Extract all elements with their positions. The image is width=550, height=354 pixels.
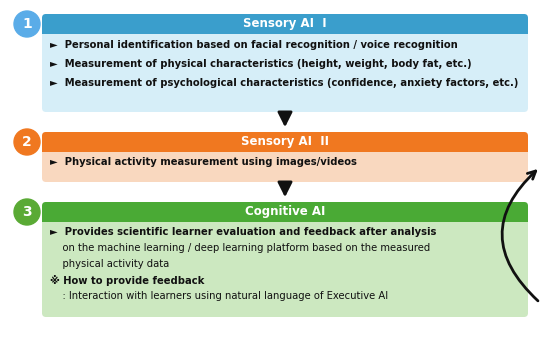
FancyBboxPatch shape [42,132,528,182]
Circle shape [14,199,40,225]
Text: ►  Physical activity measurement using images/videos: ► Physical activity measurement using im… [50,157,357,167]
Bar [42,142,528,152]
FancyBboxPatch shape [42,14,528,34]
Text: 1: 1 [22,17,32,31]
Text: ►  Provides scientific learner evaluation and feedback after analysis: ► Provides scientific learner evaluation… [50,227,436,237]
Text: ►  Measurement of physical characteristics (height, weight, body fat, etc.): ► Measurement of physical characteristic… [50,59,472,69]
Circle shape [14,129,40,155]
Bar [42,212,528,222]
Text: ►  Measurement of psychological characteristics (confidence, anxiety factors, et: ► Measurement of psychological character… [50,78,518,88]
FancyBboxPatch shape [42,202,528,222]
FancyBboxPatch shape [42,14,528,112]
Text: on the machine learning / deep learning platform based on the measured: on the machine learning / deep learning … [50,243,430,253]
Text: Cognitive AI: Cognitive AI [245,206,325,218]
FancyBboxPatch shape [42,132,528,152]
Text: 3: 3 [22,205,32,219]
Text: Sensory AI  I: Sensory AI I [243,17,327,30]
Text: ►  Personal identification based on facial recognition / voice recognition: ► Personal identification based on facia… [50,40,458,50]
Text: Sensory AI  II: Sensory AI II [241,136,329,148]
Bar [42,24,528,34]
FancyArrowPatch shape [502,171,538,301]
Circle shape [14,11,40,37]
FancyBboxPatch shape [42,202,528,317]
Text: 2: 2 [22,135,32,149]
Text: ※ How to provide feedback: ※ How to provide feedback [50,275,205,286]
Text: physical activity data: physical activity data [50,259,169,269]
Text: : Interaction with learners using natural language of Executive AI: : Interaction with learners using natura… [50,291,388,301]
